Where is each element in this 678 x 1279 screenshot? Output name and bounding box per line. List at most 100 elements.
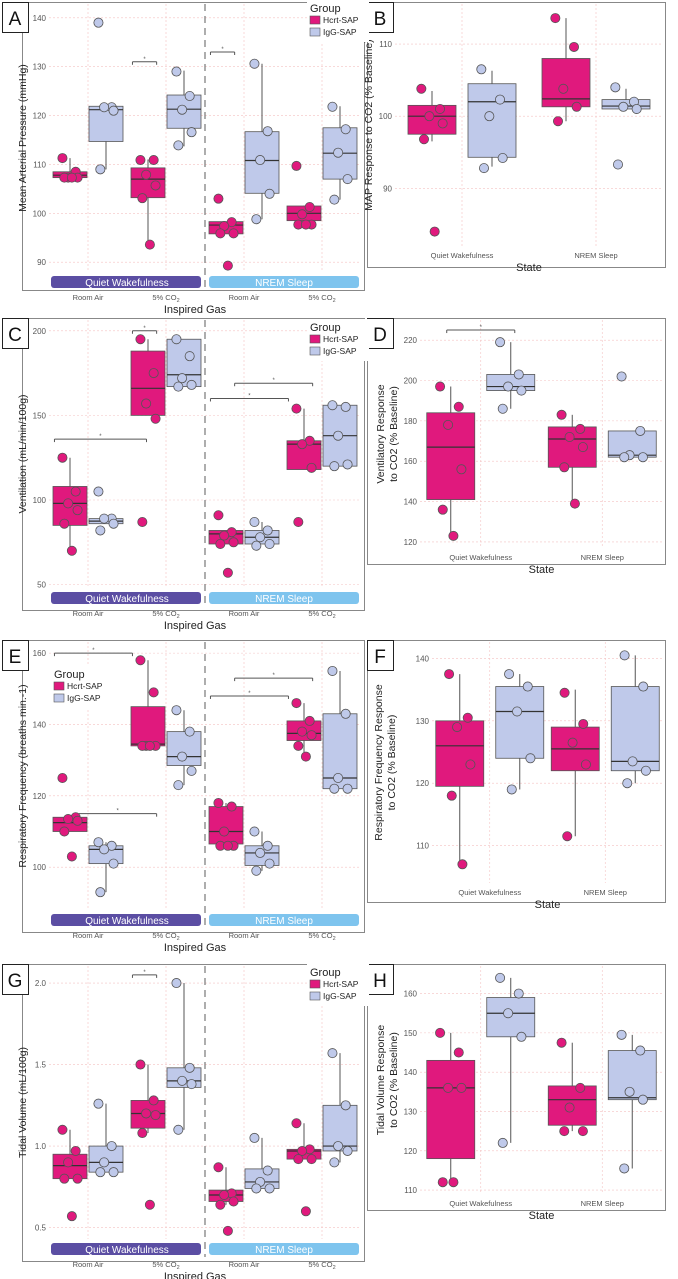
data-point-hcrt [213,510,224,521]
data-point-hcrt [57,153,68,164]
data-point-igg [99,844,110,855]
data-point-hcrt [306,730,317,741]
legend-label-hcrt: Hcrt-SAP [323,15,359,25]
data-point-hcrt [577,1126,588,1137]
data-point-igg [93,486,104,497]
y-tick-label: 180 [404,417,418,426]
data-point-hcrt [293,740,304,751]
band-nrem-sleep [209,1243,359,1255]
significance-star: * [480,325,483,331]
box-hcrt [435,720,485,787]
data-point-hcrt [291,403,302,414]
box-hcrt [541,58,591,108]
data-point-hcrt [72,505,83,516]
data-point-igg [333,430,344,441]
box-hcrt [208,806,244,845]
data-point-hcrt [300,219,311,230]
x-tick-label: Room Air [229,1260,260,1269]
data-point-igg [618,101,629,112]
data-point-igg [108,105,119,116]
panel-letter: F [374,647,386,668]
panel-letter: H [373,971,387,992]
legend-swatch-igg [53,693,65,703]
data-point-igg [613,159,624,170]
legend-label-igg: IgG-SAP [323,346,357,356]
data-point-igg [249,58,260,69]
y-axis-label: Tidal Volume Response [375,1025,387,1136]
y-tick-label: 90 [383,184,392,193]
data-point-hcrt [564,1102,575,1113]
panel-g: G 0.5 1.0 1.5 2.0 Tidal Volume (mL/100g) Quiet… [2,964,365,1279]
x-tick-label: 5% CO2 [308,931,335,942]
legend-swatch-igg [309,346,321,356]
data-point-igg [329,194,340,205]
band-quiet-wakefulness [51,914,201,926]
data-point-hcrt [580,759,591,770]
data-point-igg [627,756,638,767]
data-point-hcrt [141,398,152,409]
panel-h: H 110 120 130 140 150 160 Tidal Volume Response… [367,964,666,1222]
data-point-hcrt [416,83,427,94]
band-nrem-sleep [209,276,359,288]
data-point-hcrt [553,116,564,127]
data-point-hcrt [457,859,468,870]
data-point-hcrt [148,687,159,698]
x-tick-label: 5% CO2 [152,931,179,942]
data-point-hcrt [465,759,476,770]
data-point-igg [513,988,524,999]
data-point-igg [503,381,514,392]
data-point-hcrt [564,432,575,443]
x-tick-subscript: 2 [333,298,336,304]
data-point-hcrt [297,209,308,220]
significance-star: * [248,691,251,697]
significance-star: * [143,970,146,976]
data-point-hcrt [150,1110,161,1121]
x-tick-label: 5% CO2 [152,1260,179,1271]
data-point-igg [93,1098,104,1109]
data-point-igg [329,1157,340,1168]
data-point-hcrt [562,831,573,842]
data-point-hcrt [57,1124,68,1135]
y-tick-label: 120 [404,538,418,547]
data-point-igg [251,214,262,225]
data-point-igg [171,705,182,716]
data-point-hcrt [297,726,308,737]
x-tick-subscript: 2 [177,614,180,620]
panel-d: D 120 140 160 180 200 220 Ventilatory Response t… [367,318,666,576]
data-point-hcrt [219,826,230,837]
data-point-hcrt [571,101,582,112]
data-point-igg [93,17,104,28]
data-point-igg [262,840,273,851]
band-quiet-wakefulness [51,1243,201,1255]
data-point-hcrt [148,155,159,166]
data-point-hcrt [137,1128,148,1139]
data-point-igg [173,1124,184,1135]
x-tick-label: NREM Sleep [574,251,617,260]
data-point-igg [494,94,505,105]
data-point-hcrt [444,669,455,680]
y-axis-label: to CO2 (% Baseline) [388,1032,400,1128]
legend-swatch-hcrt [309,15,321,25]
data-point-igg [340,401,351,412]
data-point-hcrt [66,172,77,183]
panel-letter-box [2,640,29,671]
data-point-igg [478,163,489,174]
y-axis-label: Respiratory Frequency (breaths min.-1) [17,684,29,867]
data-point-igg [184,726,195,737]
data-point-igg [635,1045,646,1056]
band-nrem-sleep [209,914,359,926]
y-tick-label: 200 [33,327,47,336]
significance-star: * [143,57,146,63]
data-point-hcrt [437,118,448,129]
band-quiet-wakefulness [51,592,201,604]
data-point-igg [327,1048,338,1059]
data-point-igg [173,381,184,392]
data-point-hcrt [57,452,68,463]
y-tick-label: 140 [33,14,47,23]
data-point-igg [333,147,344,158]
x-tick-label: Room Air [73,609,104,618]
legend-label-igg: IgG-SAP [67,693,101,703]
y-tick-label: 100 [33,496,47,505]
box-igg [166,731,202,766]
